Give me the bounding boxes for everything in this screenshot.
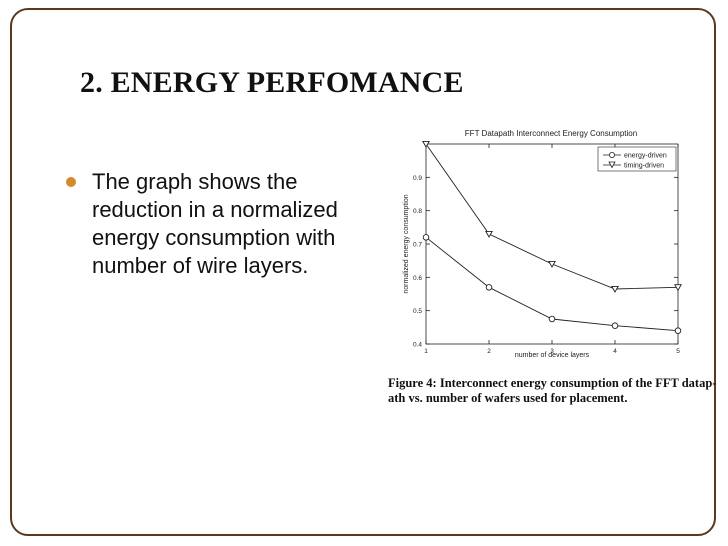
x-tick-label: 4 <box>613 348 617 355</box>
caption-line-2: ath vs. number of wafers used for placem… <box>388 391 628 405</box>
legend-box <box>597 146 677 172</box>
data-point-timing-driven <box>611 285 619 293</box>
legend-label-timing: timing-driven <box>624 163 664 170</box>
x-tick-label: 3 <box>550 348 554 355</box>
figure-caption: Figure 4: Interconnect energy consumptio… <box>388 376 718 406</box>
data-point-energy-driven <box>485 284 493 291</box>
bullet-text: The graph shows the reduction in a norma… <box>92 169 338 278</box>
legend: energy-driven timing-driven <box>597 146 677 172</box>
slide-title: 2. ENERGY PERFOMANCE <box>80 66 464 99</box>
data-point-energy-driven <box>548 315 556 323</box>
data-point-energy-driven <box>611 322 619 329</box>
y-axis-ticks: 0.4 0.5 0.6 0.7 0.8 0.9 <box>413 175 678 349</box>
data-point-timing-driven <box>674 284 682 292</box>
y-tick-label: 0.9 <box>413 175 422 182</box>
y-tick-label: 0.8 <box>413 208 422 215</box>
chart-title: FFT Datapath Interconnect Energy Consump… <box>465 129 637 138</box>
y-tick-label: 0.5 <box>413 308 422 315</box>
y-tick-label: 0.6 <box>413 275 422 282</box>
legend-marker-timing <box>608 161 616 169</box>
x-tick-label: 2 <box>487 348 491 355</box>
x-axis-label: number of device layers <box>515 352 590 359</box>
data-point-timing-driven <box>548 260 556 268</box>
plot-area <box>425 143 679 345</box>
data-point-timing-driven <box>422 140 430 148</box>
y-tick-label: 0.4 <box>413 342 422 349</box>
y-axis-label: normalized energy consumption <box>403 194 410 293</box>
legend-label-energy: energy-driven <box>624 153 667 160</box>
legend-marker-energy <box>608 151 615 158</box>
bullet-dot-icon <box>66 177 76 187</box>
energy-chart: FFT Datapath Interconnect Energy Consump… <box>403 129 682 359</box>
x-tick-label: 5 <box>676 348 680 355</box>
data-point-timing-driven <box>485 230 493 238</box>
slide-frame <box>10 8 716 536</box>
data-point-energy-driven <box>674 327 682 334</box>
x-tick-label: 1 <box>424 348 428 355</box>
series-layer <box>422 140 682 334</box>
caption-line-1: Figure 4: Interconnect energy consumptio… <box>388 376 717 390</box>
y-tick-label: 0.7 <box>413 242 422 249</box>
data-point-energy-driven <box>422 234 430 241</box>
